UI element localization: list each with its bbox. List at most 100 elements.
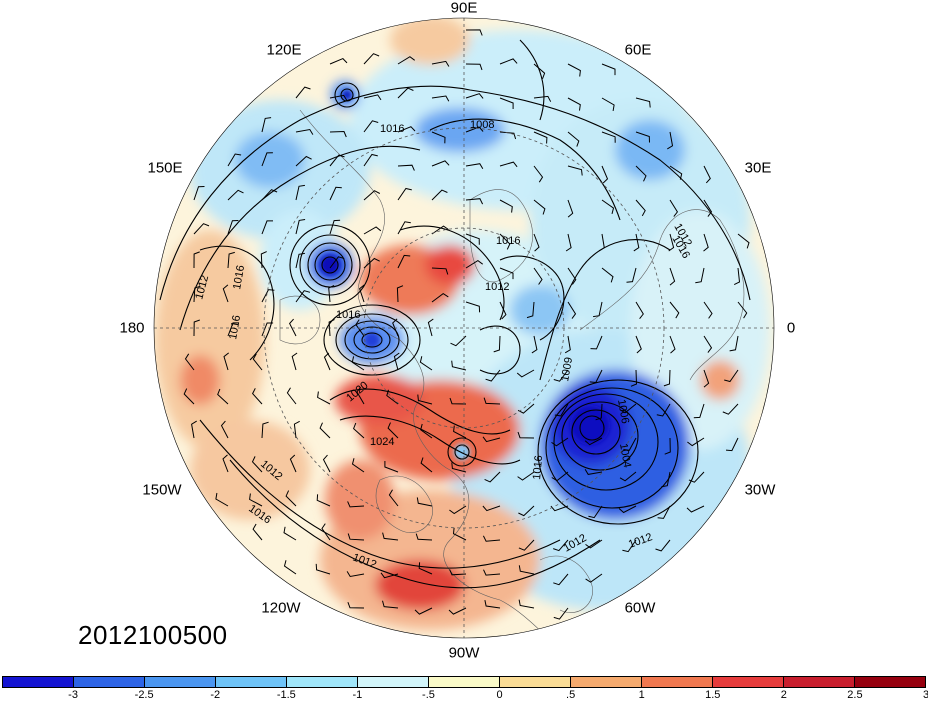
wind-barb — [465, 233, 480, 245]
wind-barb — [329, 256, 345, 269]
wind-barb — [465, 163, 484, 170]
wind-barb — [289, 454, 297, 473]
wind-barb — [553, 369, 569, 382]
wind-barb — [227, 322, 239, 337]
wind-barb — [251, 388, 263, 405]
wind-barb — [669, 335, 676, 354]
wind-barb — [518, 565, 535, 575]
wind-barb — [533, 63, 546, 79]
wind-barb — [551, 471, 569, 482]
wind-barb — [584, 469, 603, 475]
wind-barb — [601, 165, 609, 184]
contour-label: 1016 — [531, 455, 545, 480]
wind-barb — [283, 526, 297, 541]
wind-barb — [724, 369, 739, 383]
wind-barb — [595, 403, 603, 421]
colorbar-segment — [500, 677, 571, 687]
wind-barb — [622, 539, 637, 553]
wind-barb — [655, 539, 671, 552]
colorbar-segment — [784, 677, 855, 687]
colorbar — [2, 676, 926, 688]
colorbar-segment — [855, 677, 925, 687]
wind-barb — [533, 131, 548, 144]
wind-barb — [397, 164, 415, 171]
wind-barb — [193, 319, 200, 337]
wind-barb — [329, 186, 342, 201]
wind-barb — [669, 301, 680, 319]
wind-barb — [669, 165, 683, 180]
wind-barb — [635, 199, 646, 217]
wind-barb — [316, 494, 331, 507]
wind-barb — [317, 391, 331, 405]
contour-label: 1006 — [615, 398, 631, 424]
colorbar-segment — [358, 677, 429, 687]
wind-barb — [191, 420, 197, 439]
wind-barb — [397, 87, 414, 99]
colorbar-segment — [216, 677, 287, 687]
wind-barb — [427, 318, 434, 337]
colorbar-tick-label: -2.5 — [134, 689, 154, 701]
contour-label: 1016 — [496, 235, 520, 247]
colorbar-tick-label: 2 — [780, 689, 787, 701]
wind-barb — [382, 532, 399, 541]
wind-barb — [585, 539, 603, 549]
wind-barb — [431, 189, 448, 201]
wind-barb — [695, 267, 705, 284]
wind-barb — [553, 539, 569, 552]
wind-barb — [227, 153, 242, 167]
colorbar-tick-label: 1.5 — [705, 689, 721, 701]
wind-barb — [667, 131, 674, 150]
wind-barb — [565, 233, 572, 252]
wind-barb — [533, 233, 540, 252]
wind-barb — [183, 388, 195, 405]
wind-barb — [193, 251, 200, 269]
wind-barb — [465, 198, 484, 205]
wind-barb — [291, 352, 298, 371]
wind-barb — [567, 63, 581, 77]
colorbar-segment — [3, 677, 74, 687]
wind-barb — [482, 505, 501, 512]
wind-barb — [261, 152, 273, 167]
lon-label-30w: 30W — [744, 481, 776, 499]
wind-barb — [703, 335, 713, 353]
wind-barb — [484, 471, 501, 483]
wind-barb — [295, 128, 314, 135]
wind-barb — [635, 301, 644, 320]
wind-barb — [533, 267, 543, 285]
wind-barb — [386, 389, 399, 405]
wind-barb — [517, 431, 535, 439]
wind-barb — [431, 160, 450, 167]
wind-barb — [687, 437, 705, 447]
wind-barb — [722, 403, 739, 415]
wind-barb — [499, 97, 514, 109]
wind-barb — [669, 267, 676, 286]
wind-barb — [465, 63, 483, 71]
wind-barb — [452, 527, 467, 541]
lon-label-30e: 30E — [744, 159, 772, 177]
contour-label: 1024 — [370, 436, 394, 448]
colorbar-segment — [429, 677, 500, 687]
wind-barb — [363, 120, 379, 133]
lon-label-90e: 90E — [450, 0, 478, 17]
wind-barb — [453, 425, 467, 439]
lon-label-120e: 120E — [266, 41, 302, 59]
wind-barb — [380, 572, 399, 579]
colorbar-segment — [145, 677, 216, 687]
wind-barb — [588, 505, 603, 519]
wind-barb — [551, 437, 569, 447]
wind-barb — [295, 155, 312, 167]
wind-barb — [322, 454, 331, 473]
wind-barb — [623, 437, 637, 451]
wind-barb — [518, 505, 535, 517]
wind-barb — [661, 471, 671, 488]
wind-barb — [703, 233, 709, 252]
wind-barb — [215, 492, 229, 507]
wind-barb — [384, 461, 399, 473]
wind-barb — [285, 490, 297, 507]
wind-barb — [737, 301, 748, 319]
isobar-contours — [159, 39, 751, 589]
wind-barb — [329, 130, 347, 138]
wind-barb — [729, 335, 739, 352]
wind-barb — [328, 319, 335, 337]
wind-barb — [261, 289, 275, 303]
